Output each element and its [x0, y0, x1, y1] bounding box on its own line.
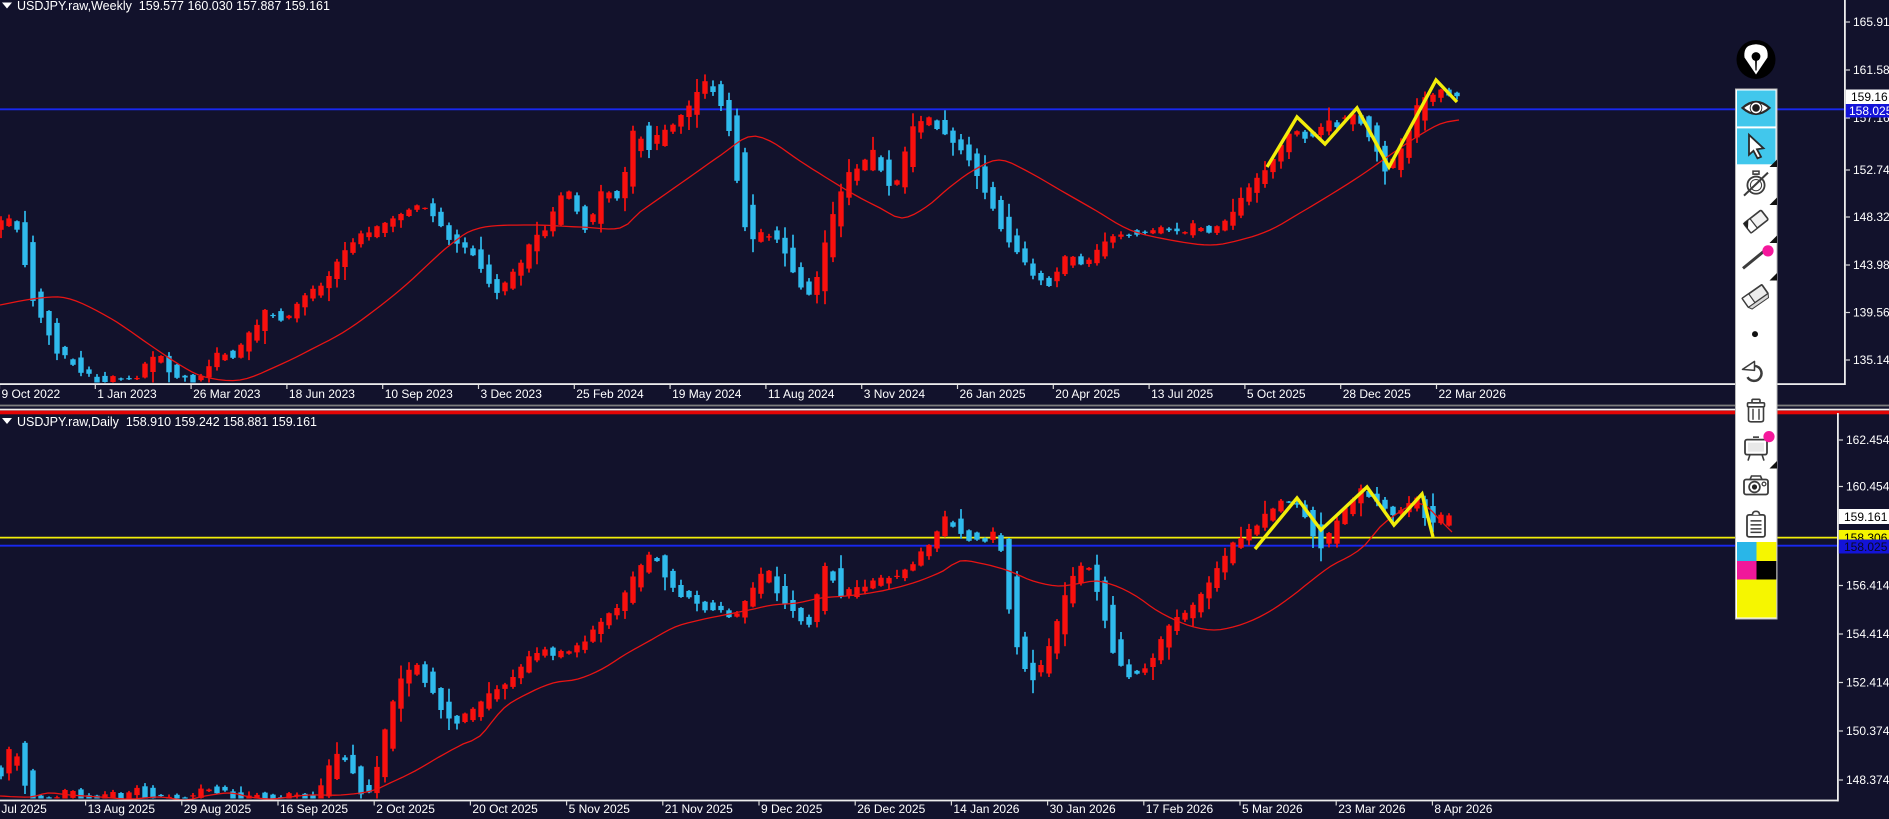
svg-text:11 Aug 2024: 11 Aug 2024 [768, 387, 835, 401]
svg-text:150.374: 150.374 [1846, 724, 1889, 738]
svg-text:13 Aug 2025: 13 Aug 2025 [88, 802, 156, 816]
svg-text:16 Sep 2025: 16 Sep 2025 [280, 802, 348, 816]
svg-text:135.14: 135.14 [1853, 353, 1889, 367]
svg-text:8 Apr 2026: 8 Apr 2026 [1434, 802, 1492, 816]
svg-text:154.414: 154.414 [1846, 627, 1889, 641]
svg-text:158.025: 158.025 [1849, 104, 1889, 118]
svg-text:152.74: 152.74 [1853, 163, 1889, 177]
svg-text:25 Feb 2024: 25 Feb 2024 [576, 387, 644, 401]
svg-text:26 Mar 2023: 26 Mar 2023 [193, 387, 261, 401]
svg-text:148.374: 148.374 [1846, 773, 1889, 787]
svg-text:152.414: 152.414 [1846, 676, 1889, 690]
svg-text:143.98: 143.98 [1853, 258, 1889, 272]
svg-text:17 Feb 2026: 17 Feb 2026 [1146, 802, 1214, 816]
svg-text:159.161: 159.161 [1844, 510, 1888, 524]
svg-text:USDJPY.raw,Weekly 159.577 160: USDJPY.raw,Weekly 159.577 160.030 157.88… [17, 0, 330, 13]
svg-text:30 Jan 2026: 30 Jan 2026 [1050, 802, 1116, 816]
svg-text:18 Jun 2023: 18 Jun 2023 [289, 387, 355, 401]
svg-text:20 Oct 2025: 20 Oct 2025 [472, 802, 538, 816]
svg-text:9 Oct 2022: 9 Oct 2022 [2, 387, 61, 401]
svg-text:20 Apr 2025: 20 Apr 2025 [1055, 387, 1120, 401]
svg-text:8 Jul 2025: 8 Jul 2025 [0, 802, 47, 816]
svg-text:156.414: 156.414 [1846, 579, 1889, 593]
svg-text:9 Dec 2025: 9 Dec 2025 [761, 802, 823, 816]
svg-text:3 Dec 2023: 3 Dec 2023 [481, 387, 543, 401]
svg-text:158.025: 158.025 [1844, 540, 1888, 554]
svg-text:2 Oct 2025: 2 Oct 2025 [376, 802, 435, 816]
svg-text:26 Jan 2025: 26 Jan 2025 [960, 387, 1026, 401]
svg-text:5 Nov 2025: 5 Nov 2025 [569, 802, 631, 816]
svg-text:162.454: 162.454 [1846, 433, 1889, 447]
svg-text:28 Dec 2025: 28 Dec 2025 [1343, 387, 1411, 401]
svg-text:21 Nov 2025: 21 Nov 2025 [665, 802, 733, 816]
svg-text:165.91: 165.91 [1853, 15, 1889, 29]
svg-text:13 Jul 2025: 13 Jul 2025 [1151, 387, 1213, 401]
svg-text:29 Aug 2025: 29 Aug 2025 [184, 802, 252, 816]
svg-text:14 Jan 2026: 14 Jan 2026 [953, 802, 1019, 816]
svg-text:1 Jan 2023: 1 Jan 2023 [97, 387, 157, 401]
svg-text:160.454: 160.454 [1846, 480, 1889, 494]
svg-text:26 Dec 2025: 26 Dec 2025 [857, 802, 925, 816]
svg-text:USDJPY.raw,Daily 158.910 159.: USDJPY.raw,Daily 158.910 159.242 158.881… [17, 415, 317, 429]
svg-text:5 Mar 2026: 5 Mar 2026 [1242, 802, 1303, 816]
svg-text:159.16: 159.16 [1851, 90, 1888, 104]
svg-text:23 Mar 2026: 23 Mar 2026 [1338, 802, 1406, 816]
svg-text:10 Sep 2023: 10 Sep 2023 [385, 387, 453, 401]
svg-text:161.58: 161.58 [1853, 63, 1889, 77]
svg-text:139.56: 139.56 [1853, 306, 1889, 320]
svg-text:148.32: 148.32 [1853, 210, 1889, 224]
svg-text:3 Nov 2024: 3 Nov 2024 [864, 387, 926, 401]
svg-text:19 May 2024: 19 May 2024 [672, 387, 742, 401]
svg-text:22 Mar 2026: 22 Mar 2026 [1439, 387, 1507, 401]
svg-text:5 Oct 2025: 5 Oct 2025 [1247, 387, 1306, 401]
